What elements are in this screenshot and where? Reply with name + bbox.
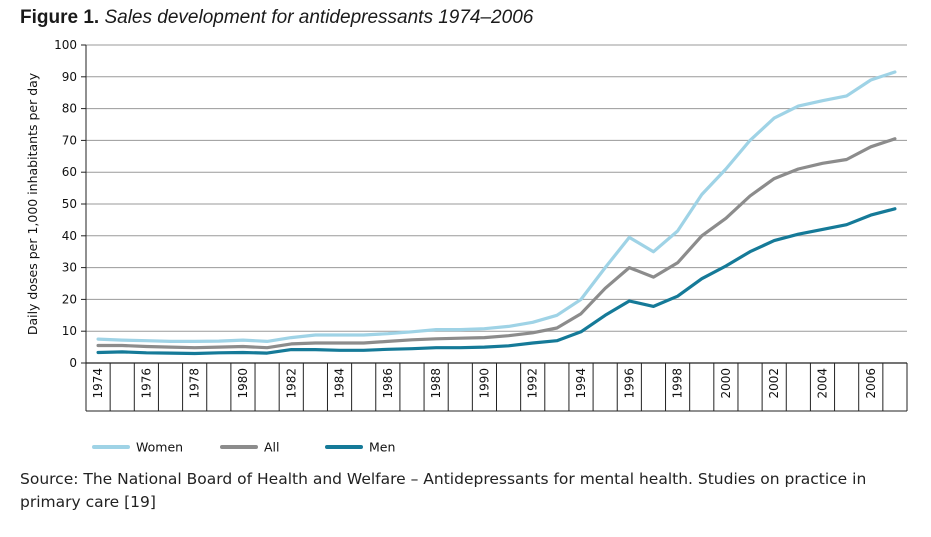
x-tick-label-2000: 2000 xyxy=(719,368,733,399)
x-tick-label-1978: 1978 xyxy=(188,368,202,399)
y-tick-label-60: 60 xyxy=(62,165,77,179)
figure-title: Figure 1. Sales development for antidepr… xyxy=(20,7,533,29)
x-tick-label-1990: 1990 xyxy=(477,368,491,399)
x-tick-label-1988: 1988 xyxy=(429,368,443,399)
legend-label-women: Women xyxy=(136,440,183,455)
x-tick-label-1982: 1982 xyxy=(284,368,298,399)
y-tick-label-80: 80 xyxy=(62,102,77,116)
x-tick-label-1998: 1998 xyxy=(671,368,685,399)
series-line-women xyxy=(96,70,897,343)
x-tick-label-2002: 2002 xyxy=(767,368,781,399)
line-chart: 0 10 20 30 40 50 60 70 80 90 100 1974 1976 1978 1980 19… xyxy=(25,38,908,455)
x-tick-label-1992: 1992 xyxy=(526,368,540,399)
x-tick-label-1980: 1980 xyxy=(236,368,250,399)
x-tick-label-1976: 1976 xyxy=(139,368,153,399)
y-tick-label-100: 100 xyxy=(54,38,77,52)
source-note: Source: The National Board of Health and… xyxy=(20,470,867,511)
x-tick-label-1984: 1984 xyxy=(333,368,347,399)
x-tick-label-1986: 1986 xyxy=(381,368,395,399)
y-tick-label-0: 0 xyxy=(69,356,77,370)
y-tick-label-20: 20 xyxy=(62,292,77,306)
y-tick-label-50: 50 xyxy=(62,197,77,211)
figure-title-text: Sales development for antidepressants 19… xyxy=(104,7,534,28)
x-tick-label-2006: 2006 xyxy=(864,368,878,399)
y-tick-label-90: 90 xyxy=(62,70,77,84)
y-axis-label: Daily doses per 1,000 inhabitants per da… xyxy=(25,72,40,335)
y-tick-label-30: 30 xyxy=(62,261,77,275)
series-line-all xyxy=(96,137,897,350)
x-tick-label-1974: 1974 xyxy=(91,368,105,399)
legend-label-all: All xyxy=(264,440,280,455)
legend-label-men: Men xyxy=(369,440,395,455)
x-tick-label-1994: 1994 xyxy=(574,368,588,399)
figure-label: Figure 1. xyxy=(20,7,100,28)
y-tick-label-40: 40 xyxy=(62,229,77,243)
series-line-men xyxy=(96,207,897,356)
y-tick-label-70: 70 xyxy=(62,133,77,147)
y-tick-label-10: 10 xyxy=(62,324,77,338)
x-tick-label-2004: 2004 xyxy=(815,368,829,399)
x-tick-label-1996: 1996 xyxy=(622,368,636,399)
